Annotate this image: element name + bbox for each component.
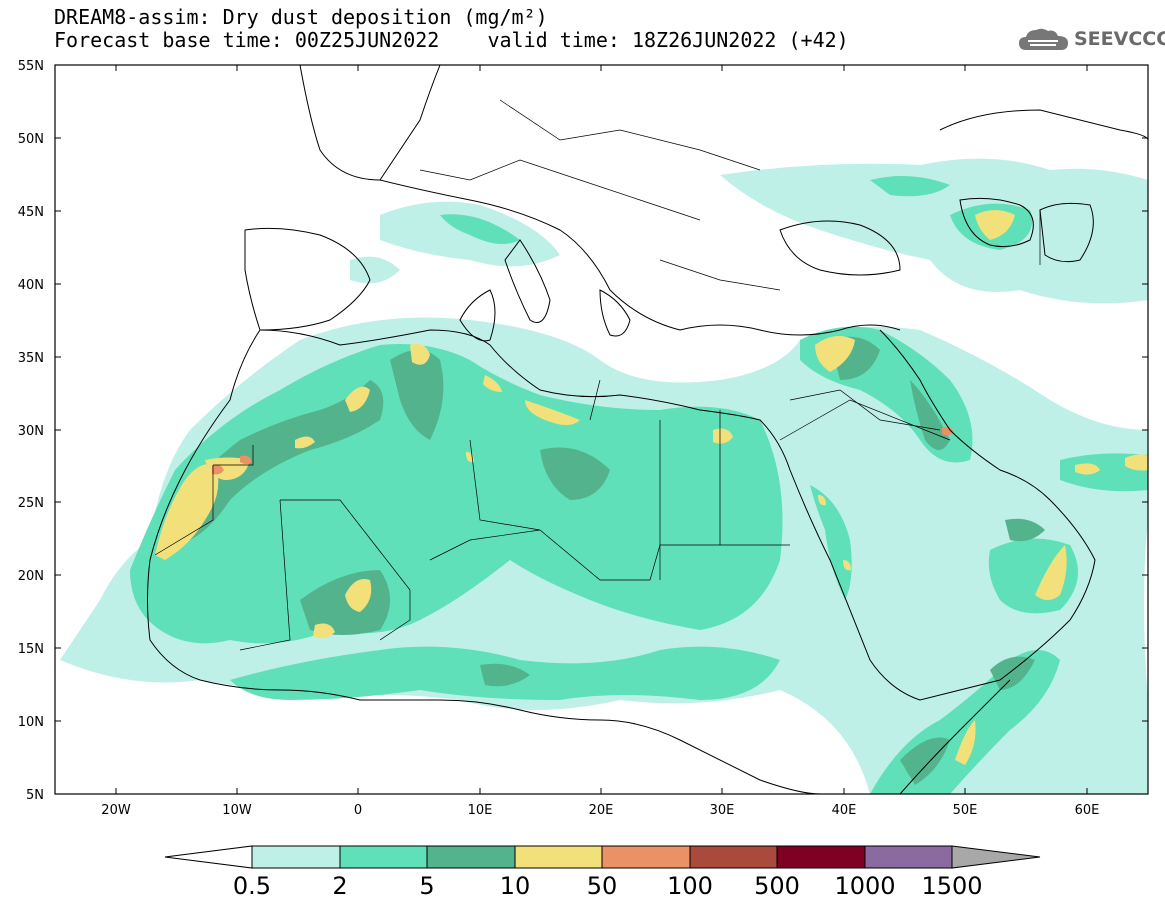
lat-label: 5N [26,788,44,803]
lat-label: 25N [18,496,44,511]
lon-label: 10E [468,803,493,818]
longitude-axis: 20W 10W 0 10E 20E 30E 40E 50E 60E [101,65,1099,818]
shading-50-100 [212,426,954,475]
dust-deposition-field [60,65,1148,794]
colorbar-box [251,845,341,869]
colorbar-under-triangle [164,845,253,869]
colorbar-box [776,845,866,869]
lat-label: 35N [18,351,44,366]
colorbar [164,845,1041,869]
latitude-axis: 5N 10N 15N 20N 25N 30N 35N 40N 45N 50N 5… [18,59,1148,803]
lat-label: 20N [18,569,44,584]
colorbar-box [601,845,691,869]
lon-label: 40E [832,803,857,818]
lon-label: 30E [710,803,735,818]
colorbar-label: 500 [754,872,800,900]
colorbar-box [426,845,516,869]
country-borders [154,99,1041,651]
shading-5-10 [175,336,1045,785]
colorbar-label: 100 [667,872,713,900]
map-title: DREAM8-assim: Dry dust deposition (mg/m²… [54,5,548,29]
lat-label: 45N [18,205,44,220]
lon-label: 60E [1075,803,1100,818]
cloud-icon [1019,28,1068,50]
lon-label: 0 [354,803,362,818]
lat-label: 30N [18,424,44,439]
colorbar-box [689,845,778,869]
colorbar-labels: 0.5 2 5 10 50 100 500 1000 1500 [233,872,983,900]
colorbar-box [864,845,953,869]
lat-label: 40N [18,278,44,293]
colorbar-label: 1500 [921,872,982,900]
shading-10-50 [155,210,1148,765]
lat-label: 10N [18,715,44,730]
colorbar-label: 2 [332,872,347,900]
colorbar-over-triangle [951,845,1041,869]
colorbar-label: 5 [419,872,434,900]
colorbar-label: 0.5 [233,872,271,900]
seevccc-logo: SEEVCCC [1018,26,1165,52]
forecast-time-line: Forecast base time: 00Z25JUN2022 valid t… [54,28,849,52]
colorbar-label: 1000 [834,872,895,900]
lat-label: 15N [18,642,44,657]
lon-label: 20E [589,803,614,818]
colorbar-box [514,845,603,869]
colorbar-label: 50 [587,872,618,900]
colorbar-label: 10 [500,872,531,900]
lon-label: 10W [222,803,252,818]
lat-label: 50N [18,132,44,147]
logo-text: SEEVCCC [1074,28,1165,50]
lon-label: 50E [953,803,978,818]
coastlines [147,65,1148,794]
lon-label: 20W [101,803,131,818]
lat-label: 55N [18,59,44,74]
colorbar-box [339,845,428,869]
